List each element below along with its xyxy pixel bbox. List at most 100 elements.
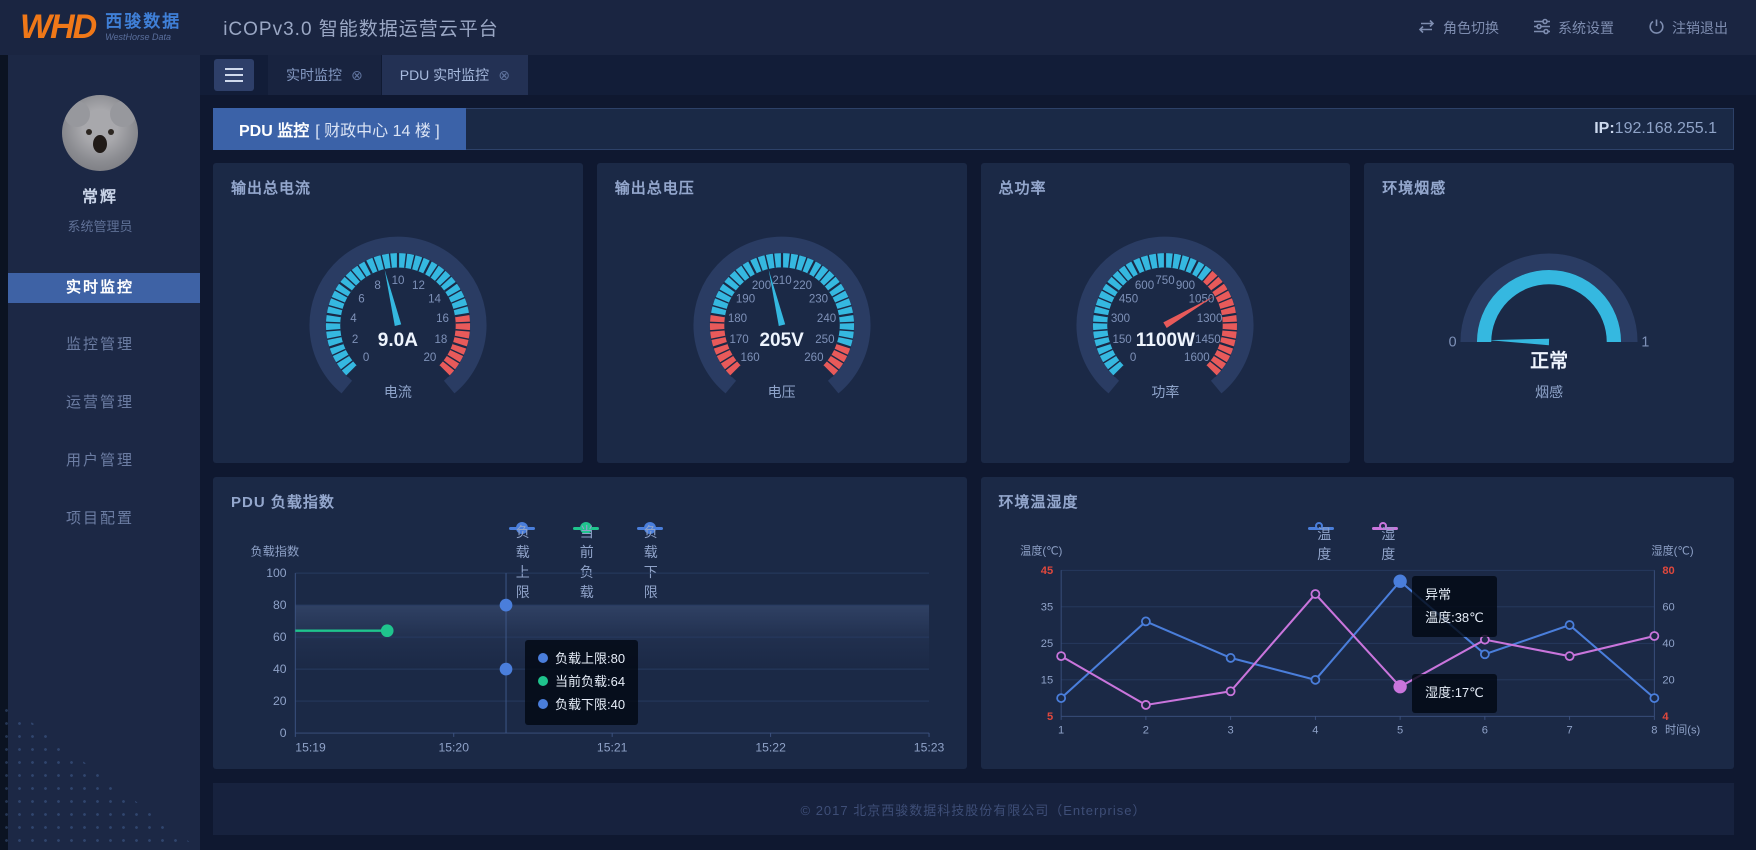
gauge-tick-label: 1600	[1184, 352, 1210, 364]
legend-item-温度[interactable]: 温度	[1308, 521, 1342, 562]
point-湿度	[1479, 634, 1490, 645]
point-湿度	[1648, 631, 1659, 641]
gauge-value: 正常	[1530, 351, 1569, 372]
user-role: 系统管理员	[67, 219, 133, 234]
env-temp-humidity-chart-card: 环境温湿度 温度 湿度 5 4 15 20 25 40 35 60 45 80 温度(℃) 湿度(℃) 1…	[980, 477, 1734, 769]
gauge-card-1: 输出总电压 160 170 180 190 200 210 220 230 240 250 260 20…	[596, 163, 967, 463]
legend-item-负载上限[interactable]: 负载上限	[508, 522, 543, 600]
sidebar-item-1[interactable]: 监控管理	[65, 336, 134, 353]
tab-close-icon[interactable]: ⊗	[351, 66, 363, 83]
gauge-card-2: 总功率 0 150 300 450 600 750 900 1050 1300 1450 1600 11…	[980, 163, 1351, 463]
gauge-tick-label: 240	[817, 313, 836, 325]
point-温度	[1564, 620, 1575, 630]
point-湿度	[1055, 651, 1066, 662]
tab-pdu-realtime-monitor[interactable]: PDU 实时监控 ⊗	[381, 55, 528, 95]
brand-logo: WHD 西骏数据 WestHorse Data	[20, 8, 181, 47]
logo-whd: WHD	[20, 8, 97, 46]
point-温度	[1055, 693, 1066, 703]
logo-cn-name: 西骏数据	[105, 12, 182, 31]
svg-text:80: 80	[273, 598, 287, 612]
gauge-tick-label: 900	[1176, 280, 1195, 292]
gauge-tick-label: 160	[740, 352, 759, 364]
svg-text:40: 40	[1662, 638, 1674, 650]
series-温度	[1059, 579, 1655, 699]
gauge-unit: 电流	[383, 384, 412, 400]
gauge-value: 1100W	[1135, 330, 1195, 351]
gauge-tick-label: 8	[374, 280, 380, 292]
tab-close-icon[interactable]: ⊗	[498, 66, 510, 83]
svg-text:25: 25	[1040, 638, 1052, 650]
gauge-needle	[1163, 296, 1215, 329]
tab-realtime-monitor[interactable]: 实时监控 ⊗	[268, 55, 382, 95]
tab-label: 实时监控	[286, 67, 342, 83]
gauge-title: 输出总电压	[614, 180, 695, 197]
svg-text:4: 4	[1312, 724, 1318, 736]
point-温度	[1479, 649, 1490, 660]
sidebar-item-0[interactable]: 实时监控	[0, 273, 200, 303]
legend-item-当前负载[interactable]: 当前负载	[572, 522, 607, 600]
sidebar: 常辉 系统管理员 实时监控监控管理运营管理用户管理项目配置	[0, 55, 200, 850]
gauge-tick-label: 180	[727, 313, 746, 325]
user-name: 常辉	[81, 189, 118, 206]
gauge-tick-label: 260	[804, 352, 823, 364]
svg-text:3: 3	[1227, 724, 1233, 736]
svg-text:80: 80	[1662, 565, 1674, 577]
gauge-tick-label: 250	[815, 334, 834, 346]
gauge-outer-ring	[1460, 253, 1638, 343]
legend-item-湿度[interactable]: 湿度	[1372, 521, 1406, 562]
gauge-title: 输出总电流	[231, 180, 312, 197]
content-area: PDU 监控 [ 财政中心 14 楼 ] IP:192.168.255.1 输出…	[200, 95, 1756, 850]
gauge-chart: 160 170 180 190 200 210 220 230 240 250 260	[693, 236, 871, 394]
system-settings-label: 系统设置	[1558, 19, 1614, 36]
point-温度	[1648, 693, 1659, 703]
gauge-needle	[768, 269, 785, 326]
legend-item-负载下限[interactable]: 负载下限	[636, 522, 671, 600]
system-settings-menu-item[interactable]: 系统设置	[1533, 18, 1614, 38]
point-当前负载	[380, 624, 394, 638]
logout-menu-item[interactable]: 注销退出	[1648, 18, 1728, 38]
svg-text:8: 8	[1651, 724, 1657, 736]
gauge-title: 总功率	[998, 180, 1047, 197]
sidebar-item-4[interactable]: 项目配置	[65, 510, 134, 527]
svg-text:7: 7	[1566, 724, 1572, 736]
env-right-y-label: 湿度(℃)	[1651, 543, 1693, 557]
gauge-tick-label: 18	[434, 334, 447, 346]
env-chart-title: 环境温湿度	[998, 494, 1079, 511]
svg-text:20: 20	[1662, 674, 1674, 686]
svg-text:35: 35	[1040, 601, 1052, 613]
svg-text:1: 1	[1058, 724, 1064, 736]
role-switch-label: 角色切换	[1443, 19, 1499, 36]
svg-text:15: 15	[1040, 674, 1052, 686]
role-switch-menu-item[interactable]: 角色切换	[1417, 18, 1499, 38]
copyright-text: © 2017 北京西骏数据科技股份有限公司（Enterprise）	[800, 802, 1147, 818]
user-avatar	[62, 95, 138, 171]
gauge-tick-label: 14	[428, 294, 441, 306]
load-chart-plot[interactable]: 0 20 40 60 80 100 负载指数 15:19 15:20 15:21 15:22 15:2…	[229, 540, 951, 764]
menu-toggle-button[interactable]	[214, 59, 254, 91]
svg-text:60: 60	[273, 630, 287, 644]
gauge-unit: 烟感	[1535, 384, 1564, 400]
gauge-unit: 功率	[1151, 384, 1180, 400]
svg-text:15:21: 15:21	[597, 741, 628, 755]
svg-text:45: 45	[1040, 565, 1052, 577]
settings-icon	[1533, 18, 1551, 38]
pdu-location-label: PDU 监控 [ 财政中心 14 楼 ]	[213, 107, 466, 150]
load-chart-title: PDU 负载指数	[231, 494, 335, 511]
pdu-load-chart-card: PDU 负载指数 负载上限 当前负载 负载下限 0 20 40 60 80 100 负载指数 15…	[213, 477, 967, 769]
sidebar-item-3[interactable]: 用户管理	[65, 452, 134, 469]
point-负载上限	[499, 598, 513, 612]
pdu-label-bold: PDU 监控	[239, 122, 310, 140]
gauge-chart: 0 150 300 450 600 750 900 1050 1300 1450 1600	[1076, 236, 1254, 394]
gauge-tick-label: 1050	[1189, 294, 1215, 306]
gauge-tick-label: 450	[1119, 294, 1138, 306]
tab-bar: 实时监控 ⊗ PDU 实时监控 ⊗	[200, 55, 1756, 95]
gauge-tick-label: 230	[808, 294, 827, 306]
gauge-value: 9.0A	[377, 330, 418, 351]
svg-text:15:19: 15:19	[295, 741, 326, 755]
footer: © 2017 北京西骏数据科技股份有限公司（Enterprise）	[213, 783, 1734, 835]
point-湿度	[1140, 700, 1151, 710]
point-湿度	[1564, 651, 1575, 662]
sidebar-item-2[interactable]: 运营管理	[65, 394, 134, 411]
env-chart-plot[interactable]: 5 4 15 20 25 40 35 60 45 80 温度(℃) 湿度(℃) 1 2 3 4 5 6 7 8 时间(s…	[997, 540, 1719, 745]
